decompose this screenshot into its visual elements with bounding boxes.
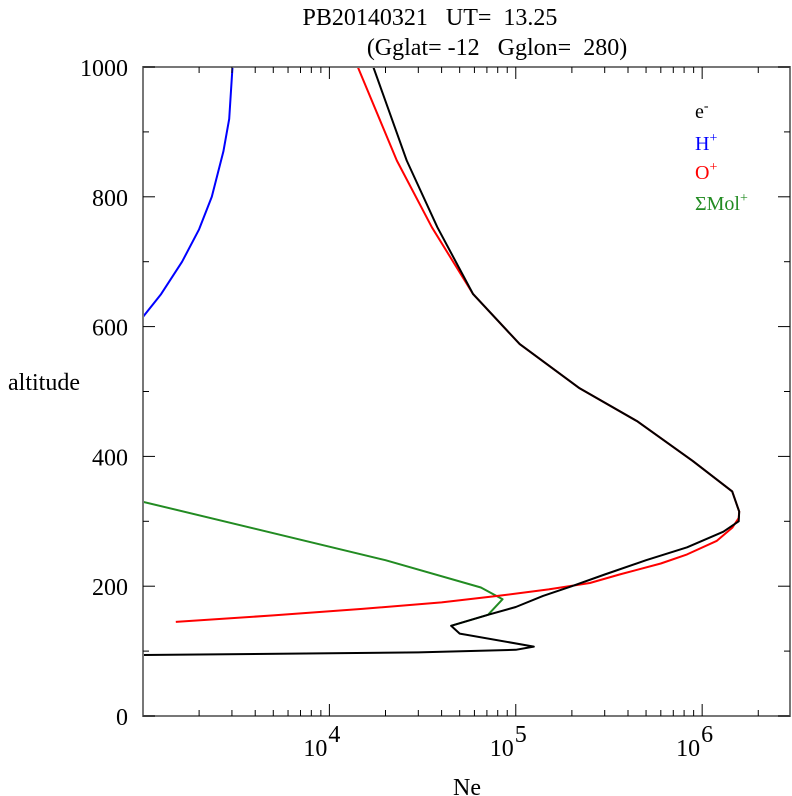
series-line-mol xyxy=(143,500,504,627)
y-tick-label: 600 xyxy=(92,316,128,342)
legend-item-h: H+ xyxy=(695,131,717,155)
x-tick-label: 10 xyxy=(490,736,514,762)
series-layer xyxy=(143,67,741,656)
axes-layer xyxy=(142,66,791,717)
x-tick-exponent: 5 xyxy=(515,722,527,748)
y-axis-label: altitude xyxy=(8,370,80,396)
y-tick-label: 200 xyxy=(92,575,128,601)
series-line-e xyxy=(143,67,741,656)
x-tick-label: 10 xyxy=(303,736,327,762)
x-tick-exponent: 6 xyxy=(701,722,713,748)
plot-frame xyxy=(142,66,791,717)
x-tick-exponent: 4 xyxy=(328,722,340,748)
y-tick-label: 800 xyxy=(92,186,128,212)
legend-item-o: O+ xyxy=(695,160,717,184)
x-tick-label: 10 xyxy=(676,736,700,762)
chart-subtitle: (Gglat= -12 Gglon= 280) xyxy=(367,35,627,61)
series-line-h xyxy=(143,67,234,318)
y-tick-label: 400 xyxy=(92,445,128,471)
chart-title: PB20140321 UT= 13.25 xyxy=(303,5,558,31)
legend-item-mol: ΣMol+ xyxy=(695,191,748,215)
y-tick-label: 0 xyxy=(116,705,128,731)
series-line-o xyxy=(175,67,741,623)
legend: e- H+ O+ ΣMol+ xyxy=(695,99,748,215)
x-axis-label: Ne xyxy=(453,775,481,796)
y-tick-label: 1000 xyxy=(80,56,128,82)
legend-item-e: e- xyxy=(695,99,709,123)
